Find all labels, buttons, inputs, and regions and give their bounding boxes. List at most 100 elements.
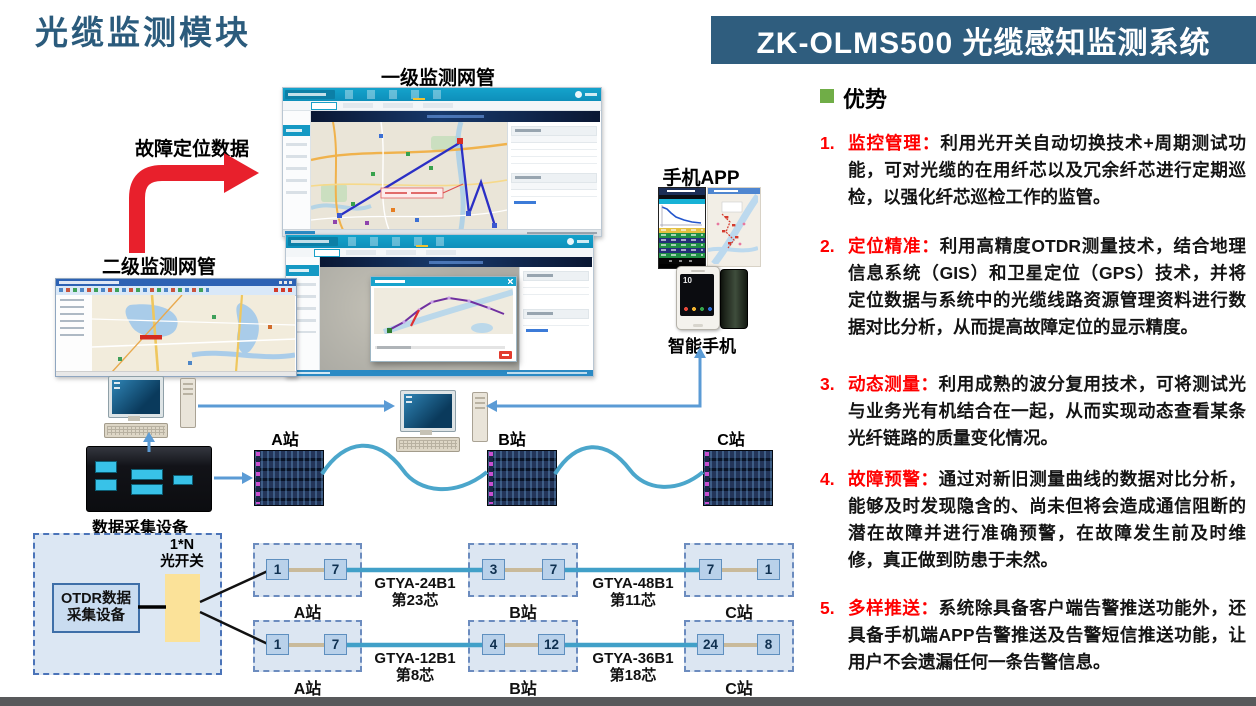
table-link [514, 201, 536, 204]
daq-device-icon [86, 446, 212, 512]
fiber-port: 8 [757, 634, 780, 655]
page-title: 光缆监测模块 [35, 14, 251, 51]
nms-screenshot-primary [282, 87, 602, 237]
nms-status-bar [286, 370, 593, 376]
station-b-rack-icon [487, 450, 557, 506]
nms-logo-icon [285, 90, 335, 99]
primary-nms-computer-icon [396, 390, 488, 454]
daq-port [95, 461, 117, 473]
advantage-label: 动态测量： [848, 374, 939, 394]
table-rows [511, 143, 597, 165]
fiber-port: 1 [266, 559, 289, 580]
advantage-text: 通过对新旧测量曲线的数据对比分析，能够及时发现隐含的、尚未但将会造成通信阻断的潜… [848, 469, 1247, 570]
user-avatar-icon [567, 238, 589, 245]
nms-header-bar [283, 88, 601, 101]
map-title-banner [320, 257, 592, 267]
otdr-unit-label-line2: 采集设备 [67, 608, 125, 624]
secondary-nms-label: 二级监测网管 [101, 257, 216, 278]
alarm-table-panel [519, 267, 592, 370]
otdr-unit-box: OTDR数据 采集设备 [52, 583, 140, 633]
mid-station-a-label: A站 [271, 432, 299, 449]
advantage-number: 2. [820, 236, 835, 256]
pc-tower [472, 392, 488, 442]
fiber-port: 4 [482, 634, 505, 655]
pc-stand [128, 416, 140, 421]
table-link [526, 329, 548, 332]
phone-app-screenshot-map [707, 187, 761, 267]
daq-port [95, 479, 117, 491]
app-teal-bar [659, 199, 705, 204]
advantage-item-4: 4. 故障预警：通过对新旧测量曲线的数据对比分析，能够及时发现隐含的、尚未但将会造… [820, 466, 1246, 574]
footer-bar [0, 697, 1256, 706]
nms-tab-bar [283, 101, 601, 111]
fiber-port: 1 [266, 634, 289, 655]
sidebar-selected-item [286, 265, 319, 276]
advantage-item-1: 1. 监控管理：利用光开关自动切换技术+周期测试功能，可对光缆的在用纤芯以及冗余纤… [820, 130, 1246, 211]
daq-to-rack-arrow [214, 472, 253, 484]
window-scrollbar [56, 371, 296, 376]
mid-station-b-label: B站 [498, 432, 526, 449]
dialog-scrollbar [375, 346, 505, 349]
chain2-station-a-label: A站 [293, 681, 322, 698]
table-header [523, 271, 589, 281]
pc-keyboard [396, 437, 460, 452]
pc-screen [404, 394, 452, 428]
advantage-item-3: 3. 动态测量：利用成熟的波分复用技术，可将测试光与业务光有机结合在一起，从而实现… [820, 371, 1246, 452]
green-bullet-icon [820, 89, 834, 103]
smartphone-label: 智能手机 [668, 337, 736, 356]
phone-app-label: 手机APP [662, 168, 740, 189]
cable-model: GTYA-36B1 [592, 650, 674, 667]
advantage-number: 3. [820, 374, 835, 394]
phone-nav-bar [659, 258, 705, 264]
close-icon [508, 279, 513, 284]
advantage-text: 利用光开关自动切换技术+周期测试功能，可对光缆的在用纤芯以及冗余纤芯进行定期巡检… [848, 133, 1247, 207]
fault-data-label: 故障定位数据 [134, 139, 249, 160]
fiber-port: 24 [697, 634, 724, 655]
sidebar-items [286, 143, 307, 203]
route-detail-dialog [370, 276, 517, 362]
chain1-station-c-label: C站 [725, 605, 753, 622]
phone-app-screenshot-curve [658, 187, 706, 269]
table-header [523, 309, 589, 319]
optical-switch-label-line1: 1*N [169, 537, 195, 553]
advantage-label: 监控管理： [848, 133, 941, 153]
advantage-label: 定位精准： [848, 236, 940, 256]
smartphone-icon: 10 [676, 266, 750, 330]
pc-tower [180, 378, 196, 428]
window-title-bar [56, 279, 296, 286]
advantages-heading: 优势 [843, 87, 888, 112]
otdr-unit-label-line1: OTDR数据 [60, 591, 132, 607]
nms-screenshot-secondary [55, 278, 297, 377]
table-rows [523, 319, 589, 326]
app-map [707, 193, 761, 267]
nms-menu-icons [348, 237, 458, 247]
system-banner: ZK-OLMS500 光缆感知监测系统 [711, 16, 1256, 64]
cable-label-gtya12b1: GTYA-12B1 第8芯 [360, 650, 470, 684]
fiber-port: 3 [482, 559, 505, 580]
fault-data-arrow-icon [129, 153, 259, 253]
cable-model: GTYA-12B1 [374, 650, 456, 667]
dialog-map [374, 288, 513, 334]
chain2-station-c-label: C站 [725, 681, 753, 698]
advantage-item-5: 5. 多样推送：系统除具备客户端告警推送功能外，还具备手机端APP告警推送及告警短… [820, 595, 1246, 676]
pc-to-pc-arrow [198, 400, 395, 412]
app-title-bar [708, 188, 760, 194]
fiber-port: 7 [324, 559, 347, 580]
table-rows [511, 190, 597, 198]
pc-stand [420, 430, 432, 435]
legacy-map [92, 295, 295, 372]
chain1-station-a-label: A站 [293, 605, 322, 622]
earpiece [691, 270, 705, 272]
smartphone-front-view: 10 [676, 266, 720, 330]
optical-switch-label: 1*N 光开关 [156, 537, 208, 571]
smartphone-back-view [720, 269, 748, 329]
table-row [659, 233, 705, 238]
optical-switch-icon [165, 574, 200, 642]
user-avatar-icon [575, 91, 597, 98]
table-header [511, 126, 597, 136]
cable-label-gtya36b1: GTYA-36B1 第18芯 [578, 650, 688, 684]
cable-core: 第23芯 [391, 592, 439, 609]
table-header [511, 173, 597, 183]
pc-monitor [108, 376, 164, 418]
pc-keyboard [104, 423, 168, 438]
